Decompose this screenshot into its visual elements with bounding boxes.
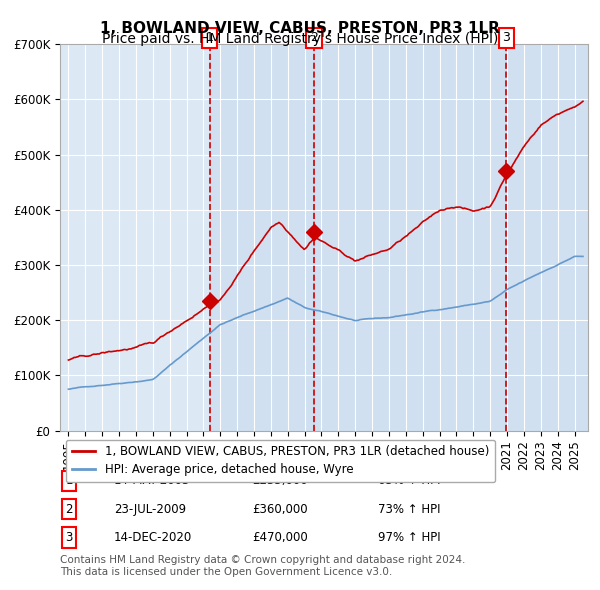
Text: 2: 2 [310, 31, 318, 44]
Text: 1, BOWLAND VIEW, CABUS, PRESTON, PR3 1LR: 1, BOWLAND VIEW, CABUS, PRESTON, PR3 1LR [100, 21, 500, 35]
Text: 65% ↑ HPI: 65% ↑ HPI [378, 474, 440, 487]
Text: 23-JUL-2009: 23-JUL-2009 [114, 503, 186, 516]
Text: £360,000: £360,000 [252, 503, 308, 516]
Text: 3: 3 [65, 531, 73, 544]
Text: 14-MAY-2003: 14-MAY-2003 [114, 474, 190, 487]
Text: 1: 1 [65, 474, 73, 487]
Text: £470,000: £470,000 [252, 531, 308, 544]
Text: 3: 3 [502, 31, 510, 44]
Bar [209, 44, 314, 431]
Text: Price paid vs. HM Land Registry's House Price Index (HPI): Price paid vs. HM Land Registry's House … [102, 32, 498, 47]
Bar [314, 44, 506, 431]
Text: 1: 1 [206, 31, 214, 44]
Text: 2: 2 [65, 503, 73, 516]
Legend: 1, BOWLAND VIEW, CABUS, PRESTON, PR3 1LR (detached house), HPI: Average price, d: 1, BOWLAND VIEW, CABUS, PRESTON, PR3 1LR… [66, 440, 495, 482]
Bar [506, 44, 588, 431]
Text: 97% ↑ HPI: 97% ↑ HPI [378, 531, 440, 544]
Text: £235,000: £235,000 [252, 474, 308, 487]
Text: Contains HM Land Registry data © Crown copyright and database right 2024.
This d: Contains HM Land Registry data © Crown c… [60, 555, 466, 577]
Text: 73% ↑ HPI: 73% ↑ HPI [378, 503, 440, 516]
Text: 14-DEC-2020: 14-DEC-2020 [114, 531, 192, 544]
